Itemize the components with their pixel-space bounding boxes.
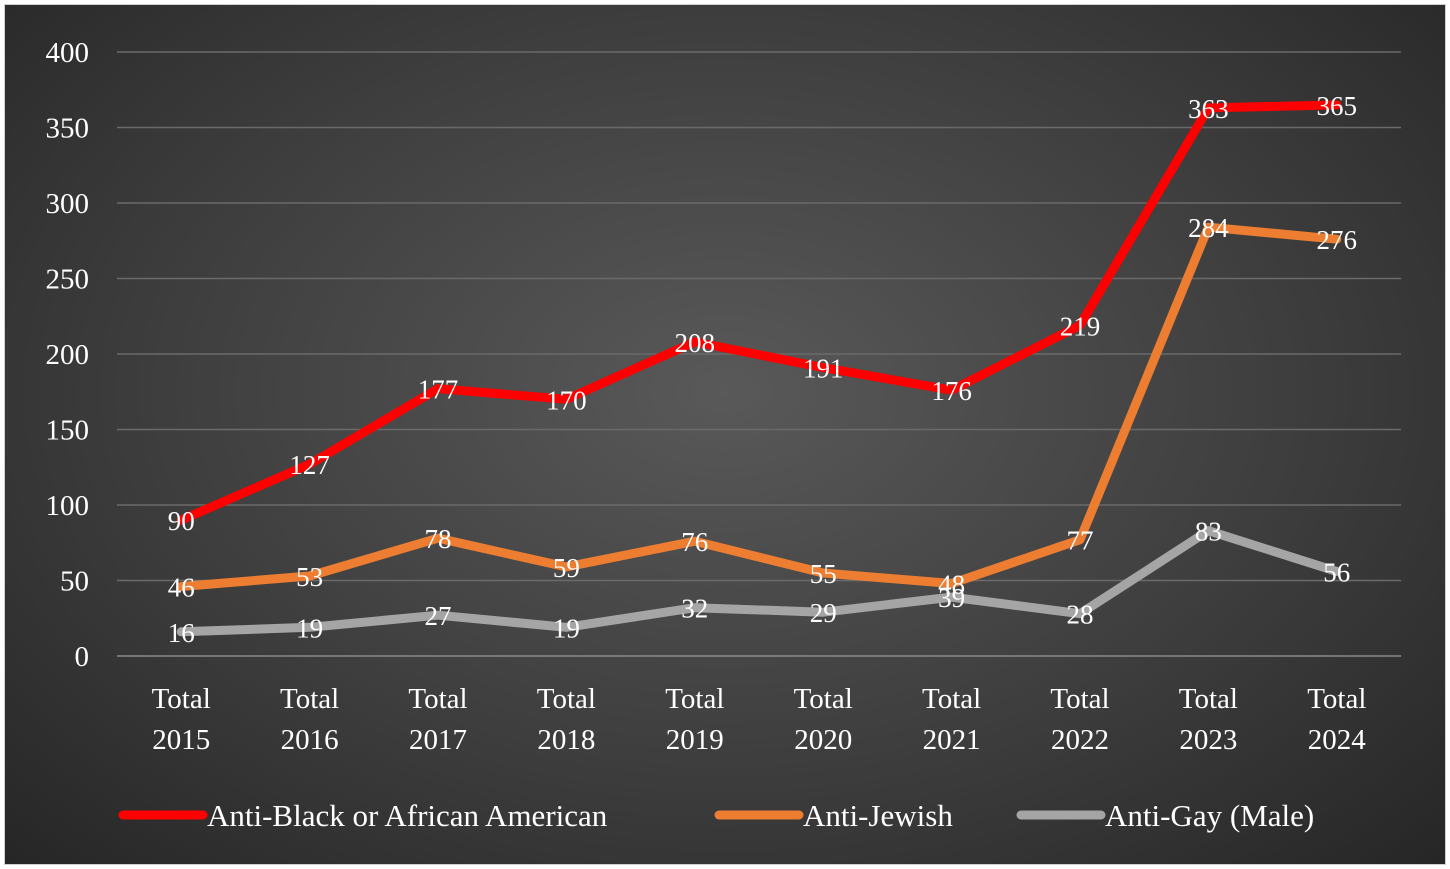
data-label: 77 <box>1067 526 1094 556</box>
y-tick-label: 50 <box>60 566 89 598</box>
series-line <box>176 100 1342 525</box>
x-tick-label: Total <box>922 683 981 715</box>
chart-frame: 0 50 100 150 200 250 300 350 400 Total 2015 Total 2… <box>4 4 1446 865</box>
data-label: 19 <box>553 613 580 643</box>
x-tick-label: Total <box>1050 683 1109 715</box>
series-line <box>176 222 1342 591</box>
legend-label: Anti-Gay (Male) <box>1105 798 1314 833</box>
x-tick-label: Total <box>408 683 467 715</box>
x-tick-label: 2024 <box>1308 724 1367 756</box>
data-label: 53 <box>296 562 323 592</box>
x-tick-label: Total <box>665 683 724 715</box>
data-label: 90 <box>168 506 195 536</box>
line-chart: 0 50 100 150 200 250 300 350 400 Total 2015 Total 2… <box>46 37 1401 833</box>
legend-label: Anti-Jewish <box>803 798 953 833</box>
x-tick-label: 2017 <box>409 724 467 756</box>
x-tick-label: Total <box>152 683 211 715</box>
x-tick-label: 2015 <box>152 724 210 756</box>
data-label: 46 <box>168 573 195 603</box>
legend-label: Anti-Black or African American <box>207 798 608 833</box>
y-tick-label: 0 <box>75 641 90 673</box>
y-axis-ticks: 0 50 100 150 200 250 300 350 400 <box>46 37 90 673</box>
data-label: 16 <box>168 618 195 648</box>
x-tick-label: 2018 <box>537 724 595 756</box>
data-label: 177 <box>418 375 459 405</box>
data-label: 29 <box>810 598 837 628</box>
data-label: 19 <box>296 613 323 643</box>
data-label: 208 <box>675 328 716 358</box>
data-label: 191 <box>803 354 844 384</box>
data-label: 32 <box>681 594 708 624</box>
data-label: 28 <box>1067 600 1094 630</box>
x-axis-ticks: Total 2015 Total 2016 Total 2017 Total 2018 Tota… <box>152 683 1367 756</box>
series-lines <box>176 100 1342 637</box>
x-tick-label: Total <box>1179 683 1238 715</box>
data-labels: 90 127 177 170 208 191 176 219 363 365 46 53 78 59 76 5… <box>168 91 1357 648</box>
data-label: 48 <box>938 570 965 600</box>
y-tick-label: 400 <box>46 37 90 69</box>
data-label: 365 <box>1317 91 1358 121</box>
data-label: 176 <box>931 376 972 406</box>
y-tick-label: 250 <box>46 264 90 296</box>
data-label: 363 <box>1188 94 1229 124</box>
data-label: 83 <box>1195 517 1222 547</box>
data-label: 219 <box>1060 311 1101 341</box>
x-tick-label: 2019 <box>666 724 724 756</box>
data-label: 55 <box>810 559 837 589</box>
y-tick-label: 150 <box>46 415 90 447</box>
data-label: 284 <box>1188 213 1229 243</box>
x-tick-label: 2022 <box>1051 724 1109 756</box>
x-tick-label: 2023 <box>1179 724 1237 756</box>
y-tick-label: 350 <box>46 113 90 145</box>
data-label: 27 <box>425 601 452 631</box>
x-tick-label: 2016 <box>281 724 339 756</box>
x-tick-label: 2021 <box>923 724 981 756</box>
data-label: 56 <box>1323 557 1350 587</box>
x-tick-label: Total <box>794 683 853 715</box>
y-tick-label: 300 <box>46 188 90 220</box>
legend: Anti-Black or African American Anti-Jewis… <box>118 798 1314 833</box>
x-tick-label: Total <box>280 683 339 715</box>
x-tick-label: 2020 <box>794 724 852 756</box>
data-label: 59 <box>553 553 580 583</box>
data-label: 170 <box>546 385 587 415</box>
data-label: 39 <box>938 583 965 613</box>
data-label: 127 <box>289 450 330 480</box>
data-label: 276 <box>1317 225 1358 255</box>
x-tick-label: Total <box>537 683 596 715</box>
data-label: 78 <box>425 524 452 554</box>
x-tick-label: Total <box>1307 683 1366 715</box>
series-line <box>176 526 1342 637</box>
y-tick-label: 200 <box>46 339 90 371</box>
y-tick-label: 100 <box>46 490 90 522</box>
data-label: 76 <box>681 527 708 557</box>
